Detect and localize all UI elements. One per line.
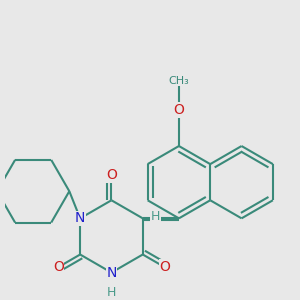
Text: H: H <box>107 286 116 299</box>
Text: H: H <box>151 210 160 223</box>
Text: N: N <box>75 211 85 225</box>
Text: N: N <box>106 266 117 280</box>
Text: O: O <box>53 260 64 274</box>
Text: O: O <box>173 103 184 117</box>
Text: O: O <box>106 168 117 182</box>
Text: CH₃: CH₃ <box>169 76 189 86</box>
Text: O: O <box>159 260 170 274</box>
